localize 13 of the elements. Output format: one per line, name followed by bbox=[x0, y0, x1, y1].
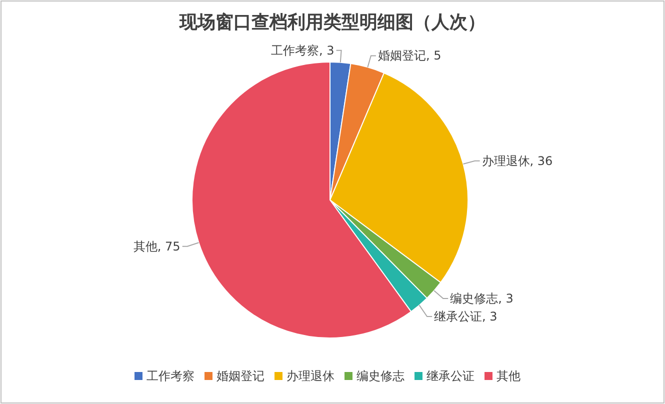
data-label: 继承公证, 3 bbox=[434, 309, 498, 324]
legend-label: 其他 bbox=[496, 369, 520, 383]
legend-label: 工作考察 bbox=[146, 369, 194, 383]
chart-title: 现场窗口查档利用类型明细图（人次） bbox=[178, 12, 486, 33]
data-label: 编史修志, 3 bbox=[450, 291, 514, 306]
legend-label: 婚姻登记 bbox=[216, 369, 264, 383]
legend-label: 继承公证 bbox=[426, 369, 474, 383]
legend-label: 办理退休 bbox=[286, 369, 334, 383]
data-label: 工作考察, 3 bbox=[271, 43, 334, 58]
data-label: 婚姻登记, 5 bbox=[378, 48, 442, 63]
legend-label: 编史修志 bbox=[356, 369, 404, 383]
data-label: 其他, 75 bbox=[133, 239, 180, 254]
data-label: 办理退休, 36 bbox=[482, 154, 553, 168]
